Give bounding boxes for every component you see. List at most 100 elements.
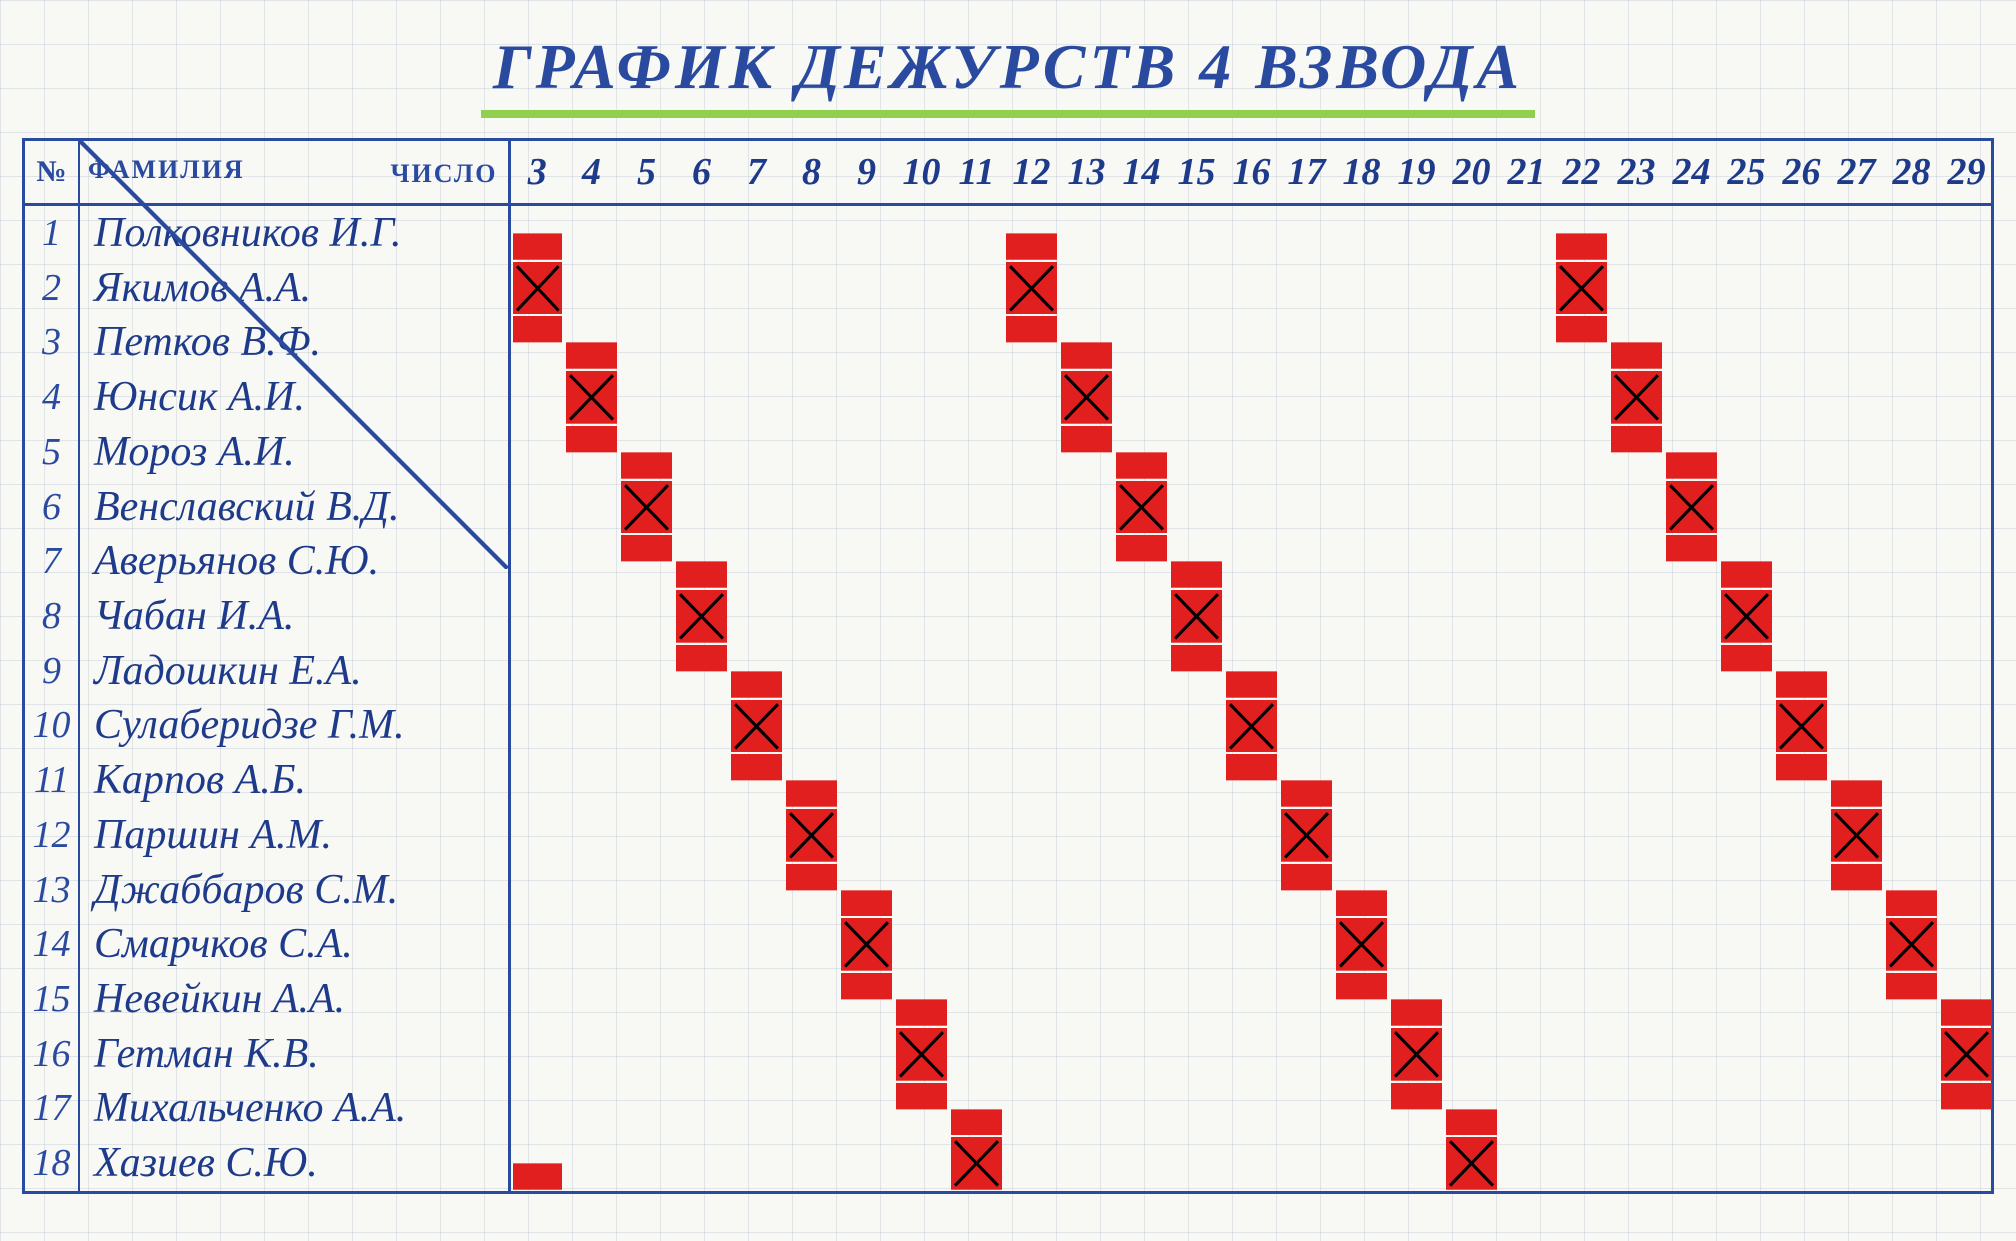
duty-cell [1554, 534, 1609, 589]
duty-cell [1444, 1082, 1499, 1137]
duty-mark [1171, 645, 1222, 698]
table-row: 16Гетман К.В. [25, 1027, 1994, 1082]
duty-cell [564, 261, 619, 316]
table-row: 18Хазиев С.Ю. [25, 1136, 1994, 1191]
duty-cell [1444, 972, 1499, 1027]
duty-cell [564, 863, 619, 918]
duty-cell [1114, 808, 1169, 863]
duty-cell [509, 1082, 564, 1137]
duty-cell [1444, 644, 1499, 699]
duty-cell [784, 753, 839, 808]
duty-cell [949, 808, 1004, 863]
duty-cell [1334, 972, 1389, 1027]
duty-mark [566, 426, 617, 479]
duty-cell [1004, 370, 1059, 425]
duty-cell [784, 534, 839, 589]
duty-cell [1224, 972, 1279, 1027]
duty-mark [1776, 645, 1827, 698]
duty-cell [509, 1136, 564, 1191]
person-name: Чабан И.А. [79, 589, 509, 644]
person-name: Паршин А.М. [79, 808, 509, 863]
duty-cell [1554, 261, 1609, 316]
person-name: Якимов А.А. [79, 261, 509, 316]
duty-cell [619, 863, 674, 918]
duty-mark [1006, 207, 1057, 260]
duty-cell [1939, 370, 1994, 425]
duty-cell [1389, 1082, 1444, 1137]
duty-cell [1829, 261, 1884, 316]
duty-cell [839, 534, 894, 589]
table-row: 8Чабан И.А. [25, 589, 1994, 644]
duty-cell [1664, 1136, 1719, 1191]
duty-cell [1609, 589, 1664, 644]
duty-cell [1719, 699, 1774, 754]
person-name: Ладошкин Е.А. [79, 644, 509, 699]
duty-cell [564, 808, 619, 863]
duty-cell [839, 1136, 894, 1191]
duty-cell [1334, 261, 1389, 316]
duty-cell [1334, 315, 1389, 370]
duty-cell [784, 1027, 839, 1082]
duty-cell [839, 699, 894, 754]
duty-cell [1884, 808, 1939, 863]
table-row: 3Петков В.Ф. [25, 315, 1994, 370]
duty-cell [1389, 589, 1444, 644]
duty-cell [1609, 261, 1664, 316]
duty-cell [729, 315, 784, 370]
col-header-day: 22 [1554, 141, 1609, 205]
duty-cell [1444, 1027, 1499, 1082]
duty-cell [1499, 480, 1554, 535]
duty-mark [1611, 316, 1662, 369]
duty-cell [949, 1136, 1004, 1191]
duty-cell [1169, 863, 1224, 918]
duty-cell [564, 917, 619, 972]
duty-cell [1499, 425, 1554, 480]
duty-cell [1829, 1082, 1884, 1137]
duty-cell [509, 753, 564, 808]
col-header-day: 21 [1499, 141, 1554, 205]
duty-cell [1499, 644, 1554, 699]
duty-cell [509, 534, 564, 589]
duty-cell [1664, 972, 1719, 1027]
duty-cell [1059, 480, 1114, 535]
duty-cell [894, 589, 949, 644]
person-name: Хазиев С.Ю. [79, 1136, 509, 1191]
duty-cell [1719, 753, 1774, 808]
duty-cell [1554, 1136, 1609, 1191]
table-row: 2Якимов А.А. [25, 261, 1994, 316]
duty-cell [674, 753, 729, 808]
duty-cell [509, 699, 564, 754]
duty-cell [1059, 699, 1114, 754]
duty-cell [1939, 644, 1994, 699]
duty-cell [1609, 808, 1664, 863]
row-number: 15 [25, 972, 79, 1027]
duty-cell [1939, 972, 1994, 1027]
table-row: 10Сулаберидзе Г.М. [25, 699, 1994, 754]
duty-cell [674, 261, 729, 316]
duty-cell [1609, 753, 1664, 808]
duty-cell [1114, 644, 1169, 699]
duty-cell [1224, 480, 1279, 535]
row-number: 2 [25, 261, 79, 316]
duty-mark [1886, 973, 1937, 1026]
duty-cell [1939, 261, 1994, 316]
duty-cell [564, 589, 619, 644]
duty-cell [839, 480, 894, 535]
row-number: 13 [25, 863, 79, 918]
duty-cell [1719, 534, 1774, 589]
duty-cell [1609, 370, 1664, 425]
duty-cell [1774, 1027, 1829, 1082]
duty-cell [1059, 753, 1114, 808]
duty-cell [1719, 644, 1774, 699]
duty-cell [1114, 863, 1169, 918]
duty-cell [674, 534, 729, 589]
duty-mark [1776, 700, 1827, 753]
duty-mark [621, 481, 672, 534]
duty-cell [1279, 1027, 1334, 1082]
col-header-day: 29 [1939, 141, 1994, 205]
duty-mark [731, 700, 782, 753]
duty-mark [676, 590, 727, 643]
row-number: 7 [25, 534, 79, 589]
table-row: 13Джаббаров С.М. [25, 863, 1994, 918]
duty-cell [1884, 261, 1939, 316]
